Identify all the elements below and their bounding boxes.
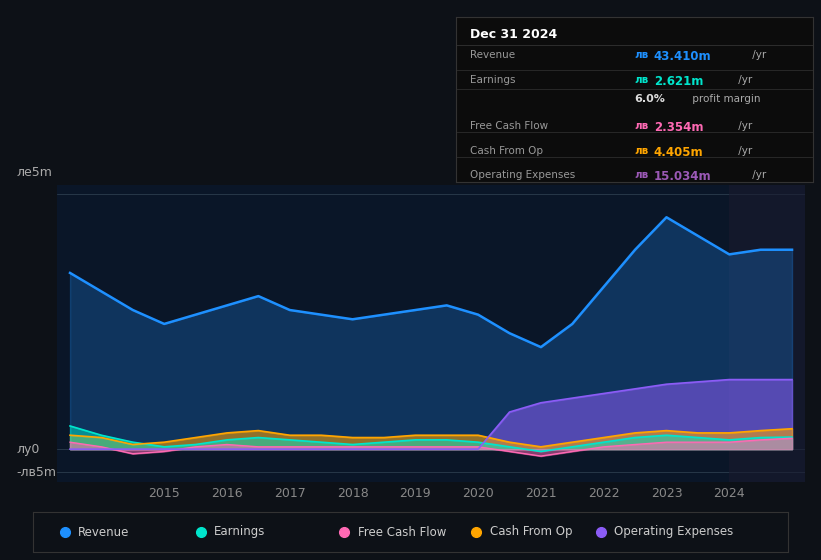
Text: Dec 31 2024: Dec 31 2024 xyxy=(470,29,557,41)
Text: profit margin: profit margin xyxy=(689,95,760,105)
Text: 15.034m: 15.034m xyxy=(654,170,712,184)
Text: лв: лв xyxy=(635,74,649,85)
Text: /yr: /yr xyxy=(749,50,766,60)
Text: Revenue: Revenue xyxy=(470,50,515,60)
Text: Cash From Op: Cash From Op xyxy=(490,525,572,539)
Text: /yr: /yr xyxy=(736,121,753,131)
Text: 2.354m: 2.354m xyxy=(654,121,704,134)
Text: лу0: лу0 xyxy=(16,442,39,456)
Text: ле5m: ле5m xyxy=(16,166,53,179)
Text: лв: лв xyxy=(635,170,649,180)
Text: Operating Expenses: Operating Expenses xyxy=(470,170,576,180)
Text: 4.405m: 4.405m xyxy=(654,146,704,158)
Text: /yr: /yr xyxy=(736,146,753,156)
Bar xyxy=(729,185,805,482)
Text: лв: лв xyxy=(635,50,649,60)
Text: Earnings: Earnings xyxy=(470,74,516,85)
Text: -лв5m: -лв5m xyxy=(16,466,57,479)
Text: Earnings: Earnings xyxy=(214,525,265,539)
Text: 6.0%: 6.0% xyxy=(635,95,665,105)
Text: Cash From Op: Cash From Op xyxy=(470,146,543,156)
Text: Free Cash Flow: Free Cash Flow xyxy=(358,525,446,539)
Text: Free Cash Flow: Free Cash Flow xyxy=(470,121,548,131)
Text: лв: лв xyxy=(635,146,649,156)
Text: /yr: /yr xyxy=(749,170,766,180)
Text: /yr: /yr xyxy=(736,74,753,85)
Text: 43.410m: 43.410m xyxy=(654,50,712,63)
Text: Revenue: Revenue xyxy=(78,525,130,539)
Text: лв: лв xyxy=(635,121,649,131)
Text: Operating Expenses: Operating Expenses xyxy=(614,525,734,539)
Text: 2.621m: 2.621m xyxy=(654,74,704,87)
